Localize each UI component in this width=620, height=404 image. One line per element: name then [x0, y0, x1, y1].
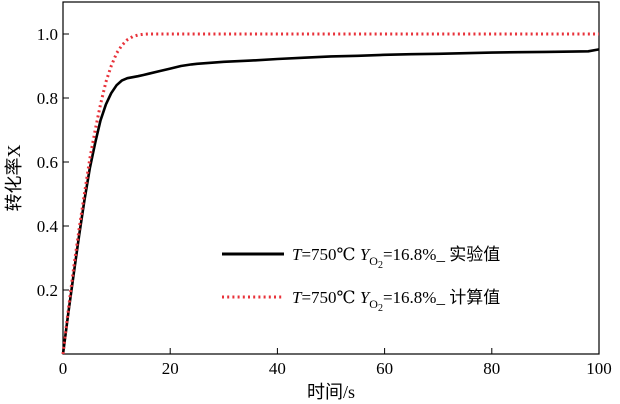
y-axis-ticks: 0.2 0.4 0.6 0.8 1.0	[37, 25, 69, 300]
y-axis-label: 转化率X	[4, 145, 24, 212]
series-layer	[61, 32, 600, 355]
legend-label-calculated: T=750℃ YO2=16.8%_ 计算值	[292, 288, 500, 314]
legend: T=750℃ YO2=16.8%_ 实验值 T=750℃ YO2=16.8%_ …	[222, 245, 500, 314]
x-tick-label: 100	[586, 359, 612, 378]
x-tick-label: 60	[376, 359, 393, 378]
series-line-calculated	[61, 32, 599, 355]
legend-label-experimental: T=750℃ YO2=16.8%_ 实验值	[292, 245, 500, 271]
plot-frame	[62, 1, 600, 355]
series-line-experimental	[61, 48, 600, 355]
x-axis-label: 时间/s	[307, 382, 355, 402]
y-tick-label: 0.8	[37, 89, 58, 108]
y-tick-label: 0.6	[37, 153, 58, 172]
x-tick-label: 40	[269, 359, 286, 378]
x-tick-label: 20	[162, 359, 179, 378]
x-tick-label: 0	[59, 359, 68, 378]
x-axis-ticks: 0 20 40 60 80 100	[59, 348, 612, 378]
y-tick-label: 1.0	[37, 25, 58, 44]
y-tick-label: 0.2	[37, 281, 58, 300]
y-tick-label: 0.4	[37, 217, 59, 236]
x-tick-label: 80	[483, 359, 500, 378]
